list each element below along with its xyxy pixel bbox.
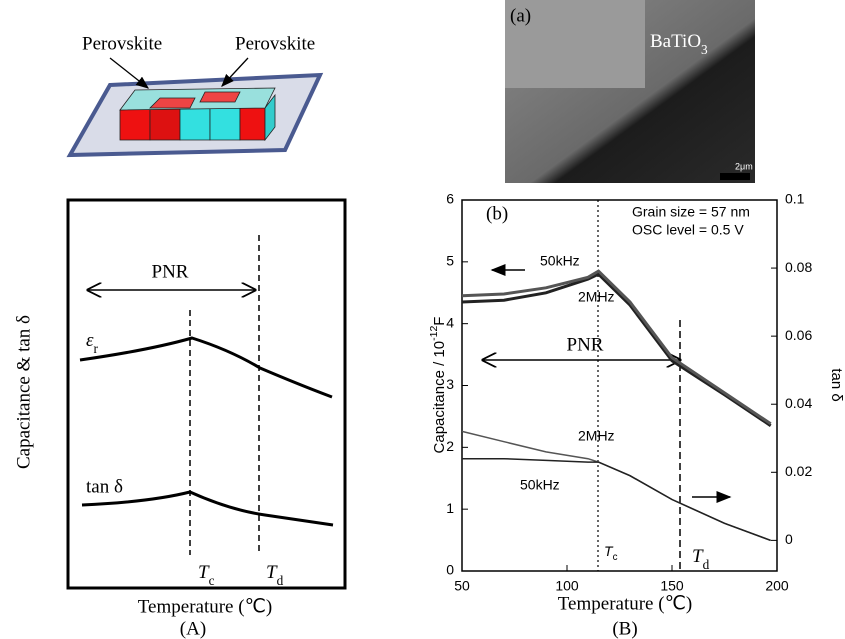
label: BaTiO3 [650, 31, 708, 56]
y-tick-label: 1 [446, 500, 454, 516]
legend-label: 50kHz [520, 477, 560, 493]
td-label: Td [692, 546, 710, 571]
legend-label: 50kHz [540, 253, 580, 269]
label: Perovskite [82, 33, 162, 54]
panel-label: (b) [486, 203, 508, 224]
annotation: PNR [152, 261, 189, 282]
y-tick-label: 0 [446, 562, 454, 578]
x-axis-label: Temperature (℃) [138, 596, 272, 617]
er-label-part: ε [86, 330, 94, 351]
y-axis-label: Capacitance / 10-12F [428, 317, 448, 454]
td-label-part: d [277, 573, 284, 588]
x-axis-label: Temperature (℃) [558, 593, 692, 614]
legend-label: 2MHz [578, 428, 615, 444]
schematic-plot [79, 235, 334, 555]
legend-label: 2MHz [578, 289, 615, 305]
annotation: Grain size = 57 nm [632, 204, 750, 220]
y2-tick-label: 0.08 [785, 259, 812, 275]
y-axis-label-part: F [431, 317, 448, 326]
tc-label-part: c [613, 552, 618, 563]
y-axis-label: Capacitance & tan δ [13, 315, 34, 469]
y2-tick-label: 0.04 [785, 395, 812, 411]
y2-tick-label: 0.1 [785, 191, 805, 207]
y-tick-label: 6 [446, 191, 454, 207]
x-tick-label: 150 [660, 578, 684, 594]
series-line [461, 272, 772, 427]
td-label-part: T [692, 546, 704, 567]
annotation: OSC level = 0.5 V [632, 222, 744, 238]
y2-tick-label: 0.06 [785, 327, 812, 343]
tc-label-part: T [604, 543, 614, 559]
x-tick-label: 50 [454, 578, 470, 594]
y-tick-label: 3 [446, 376, 454, 392]
y2-tick-label: 0.02 [785, 463, 812, 479]
schematic [66, 57, 324, 158]
label: Perovskite [235, 33, 315, 54]
series-line [461, 269, 772, 426]
er-label: εr [86, 330, 99, 355]
plot-frame [66, 198, 347, 590]
er-label-part: r [94, 341, 99, 356]
scale-label: 2μm [735, 161, 753, 171]
annotation: PNR [567, 334, 604, 355]
caption: (A) [180, 618, 206, 639]
x-tick-label: 200 [765, 578, 789, 594]
tc-label: Tc [604, 543, 618, 563]
sem-image [505, 0, 755, 183]
label-part: 3 [701, 42, 708, 57]
chart-decor [461, 199, 778, 572]
td-label: Td [266, 562, 284, 587]
y-tick-label: 2 [446, 438, 454, 454]
label: (a) [510, 5, 531, 26]
td-label-part: T [266, 562, 278, 583]
y2-tick-label: 0 [785, 531, 793, 547]
label-part: BaTiO [650, 31, 701, 52]
y-tick-label: 4 [446, 314, 454, 330]
y-tick-label: 5 [446, 253, 454, 269]
tc-label: Tc [198, 562, 215, 587]
tc-label-part: T [198, 562, 210, 583]
td-label-part: d [703, 557, 710, 572]
y-axis-label-part: Capacitance / 10 [431, 341, 448, 454]
x-tick-label: 100 [555, 578, 579, 594]
series-line [462, 457, 771, 542]
chart [461, 199, 778, 572]
caption: (B) [612, 618, 637, 639]
y-axis-label-part: -12 [428, 326, 440, 341]
tc-label-part: c [209, 573, 215, 588]
y2-axis-label: tan δ [828, 368, 845, 401]
tan-label: tan δ [86, 476, 123, 497]
